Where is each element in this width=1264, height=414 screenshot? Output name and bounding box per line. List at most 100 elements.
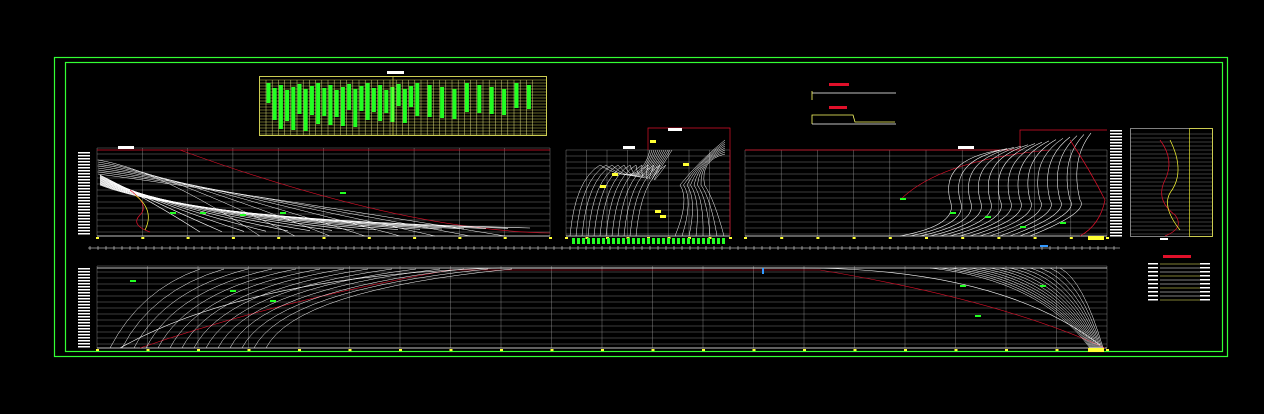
station-mark bbox=[702, 349, 705, 351]
section-curve bbox=[681, 141, 726, 237]
table-cell-fill bbox=[309, 86, 314, 115]
section-curve bbox=[629, 149, 671, 237]
green-mark bbox=[632, 238, 635, 244]
scale-marker bbox=[1040, 245, 1048, 247]
section-curve bbox=[686, 143, 726, 237]
waterline-curve bbox=[1019, 267, 1100, 349]
waterline-curve bbox=[145, 268, 273, 349]
station-mark bbox=[298, 349, 301, 351]
table-cell-fill bbox=[390, 87, 395, 122]
waterline-label bbox=[78, 158, 90, 160]
waterline-curve bbox=[959, 267, 1094, 349]
waterline-label bbox=[78, 227, 90, 229]
waterline-label bbox=[78, 331, 90, 333]
green-mark bbox=[280, 212, 286, 214]
legend-box bbox=[1148, 255, 1210, 301]
table-cell-fill bbox=[334, 90, 339, 117]
section-curve bbox=[99, 174, 201, 233]
green-mark bbox=[687, 238, 690, 244]
waterline-label bbox=[78, 274, 90, 276]
waterline-label bbox=[78, 316, 90, 318]
station-mark bbox=[322, 237, 326, 239]
section-curve bbox=[569, 149, 651, 237]
waterline-label bbox=[78, 322, 90, 324]
waterline-curve bbox=[253, 268, 489, 349]
legend-red-label-1 bbox=[829, 83, 849, 86]
waterline-curve bbox=[229, 268, 441, 349]
station-mark bbox=[413, 237, 417, 239]
waterline-label bbox=[78, 155, 90, 157]
body-plan-left-profile bbox=[78, 146, 552, 239]
section-curve bbox=[949, 143, 1036, 237]
waterline-label bbox=[78, 191, 90, 193]
station-mark bbox=[96, 349, 99, 351]
legend-value bbox=[1200, 283, 1210, 285]
panel-label bbox=[118, 146, 134, 149]
table-cell-fill bbox=[452, 89, 457, 119]
waterline-label bbox=[1110, 217, 1122, 219]
waterline-label bbox=[78, 271, 90, 273]
legend-item bbox=[1148, 279, 1158, 281]
waterline-label bbox=[1110, 172, 1122, 174]
panel-label bbox=[668, 128, 682, 131]
table-cell-fill bbox=[415, 83, 420, 116]
green-mark bbox=[130, 280, 136, 282]
waterline-curve bbox=[157, 268, 297, 349]
table-cell-fill bbox=[285, 90, 290, 121]
green-mark bbox=[692, 238, 695, 244]
waterline-label bbox=[1110, 229, 1122, 231]
waterline-label bbox=[1110, 142, 1122, 144]
table-cell-fill bbox=[266, 83, 271, 103]
green-mark bbox=[1040, 285, 1046, 287]
green-mark bbox=[592, 238, 595, 244]
legend-value bbox=[1200, 267, 1210, 269]
outer-frame bbox=[53, 56, 1229, 358]
waterline-label bbox=[1110, 133, 1122, 135]
waterline-label bbox=[78, 188, 90, 190]
waterline-label bbox=[1110, 232, 1122, 234]
waterline-label bbox=[78, 194, 90, 196]
section-curve bbox=[587, 149, 657, 237]
station-mark bbox=[458, 237, 462, 239]
buttock-curve bbox=[97, 173, 506, 237]
waterline-label bbox=[78, 346, 90, 348]
legend-item bbox=[1148, 267, 1158, 269]
section-curve bbox=[99, 184, 509, 229]
waterline-label bbox=[1110, 166, 1122, 168]
table-cell-fill bbox=[328, 85, 333, 125]
station-mark bbox=[399, 349, 402, 351]
body-plan-sections bbox=[565, 127, 732, 244]
station-mark bbox=[367, 237, 371, 239]
deck-edge bbox=[139, 269, 1106, 349]
waterline-label bbox=[1110, 178, 1122, 180]
legend-title bbox=[1163, 255, 1191, 258]
table-cell-fill bbox=[440, 87, 445, 118]
waterline-label bbox=[1110, 214, 1122, 216]
waterline-curve bbox=[1049, 267, 1103, 349]
waterline-curve bbox=[133, 268, 249, 349]
waterline-label bbox=[1110, 169, 1122, 171]
station-mark bbox=[96, 237, 99, 239]
station-mark bbox=[925, 237, 928, 239]
section-curve bbox=[611, 149, 665, 237]
table-cell-fill bbox=[365, 83, 370, 120]
table-cell-fill bbox=[291, 87, 296, 130]
section-curve bbox=[99, 175, 223, 233]
waterline-curve bbox=[949, 267, 1093, 349]
table-cell-fill bbox=[514, 83, 519, 108]
waterline-label bbox=[1110, 160, 1122, 162]
table-cell-fill bbox=[297, 84, 302, 114]
section-curve bbox=[700, 151, 726, 237]
station-mark bbox=[729, 237, 732, 239]
station-mark bbox=[449, 349, 453, 351]
station-scale bbox=[88, 245, 1120, 250]
waterline-label bbox=[78, 206, 90, 208]
section-curve bbox=[99, 177, 289, 232]
section-curve bbox=[939, 144, 1029, 237]
waterline-label bbox=[1110, 199, 1122, 201]
waterline-curve bbox=[1039, 267, 1102, 349]
green-mark bbox=[712, 238, 715, 244]
section-curve bbox=[617, 149, 667, 237]
station-mark bbox=[1106, 349, 1109, 351]
